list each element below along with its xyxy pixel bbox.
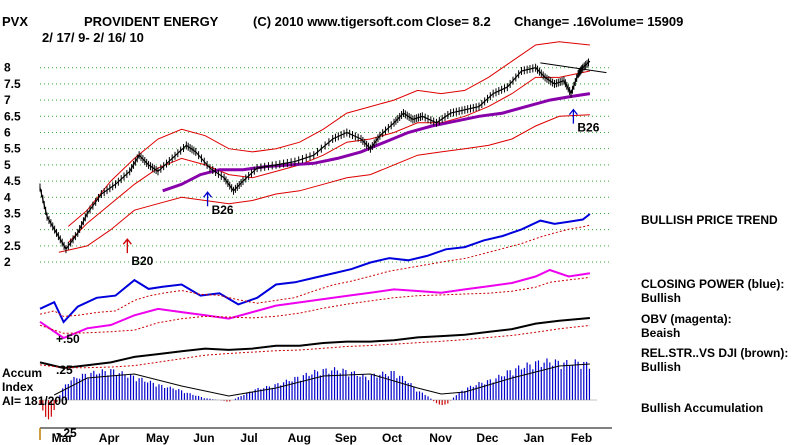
y-tick-label: 4.5 (4, 174, 21, 188)
date-range: 2/ 17/ 9- 2/ 16/ 10 (42, 30, 144, 45)
lower-band-line (58, 114, 590, 253)
y-tick-label: 6 (4, 125, 11, 139)
resistance-trendline (540, 62, 607, 74)
x-tick-label: Mar (52, 431, 74, 445)
signal-layer: B20 B26 B26 (122, 108, 600, 268)
y-tick-label: 4 (4, 190, 11, 204)
y-tick-label: 3 (4, 223, 11, 237)
y-tick-label: 8 (4, 61, 11, 75)
y-tick-label: 5 (4, 158, 11, 172)
x-tick-label: Jul (240, 431, 257, 445)
y-tick-label: 7 (4, 93, 11, 107)
accum-label: Accum (2, 366, 42, 380)
indicator-layer (39, 213, 591, 370)
signal-label: B26 (577, 121, 599, 135)
x-tick-label: Jun (193, 431, 214, 445)
upper-band-line (67, 41, 590, 227)
accum-ma-line (53, 363, 590, 397)
date-axis: Mar Apr May Jun Jul Aug Sep Oct Nov Dec Jan Feb (39, 427, 612, 445)
x-tick-label: Aug (288, 431, 311, 445)
price-gridlines (40, 67, 612, 263)
change-value: Change= .16 (514, 14, 591, 29)
y-tick-label: 7.5 (4, 77, 21, 91)
x-tick-label: Jan (524, 431, 545, 445)
signal-label: B26 (212, 203, 234, 217)
closing-power-line-ma (39, 224, 591, 317)
index-label: Index (2, 380, 34, 394)
x-tick-label: Feb (571, 431, 592, 445)
x-tick-label: Sep (335, 431, 357, 445)
x-tick-label: Nov (429, 431, 452, 445)
obv-status: Beaish (641, 326, 680, 340)
accumulation-status: Bullish Accumulation (641, 401, 763, 415)
y-tick-label: 2.5 (4, 239, 21, 253)
accum-min-marker: -.25 (56, 426, 77, 440)
price-axis: 8 7.5 7 6.5 6 5.5 5 4.5 4 3.5 3 2.5 2 (4, 61, 21, 269)
x-tick-label: Oct (382, 431, 402, 445)
x-tick-label: May (146, 431, 170, 445)
obv-line (39, 268, 591, 340)
closing-power-line (39, 213, 591, 324)
y-tick-label: 5.5 (4, 142, 21, 156)
rs-marker: .25 (56, 363, 73, 377)
y-tick-label: 2 (4, 255, 11, 269)
obv-marker: +.50 (56, 332, 80, 346)
obv-line-ma (39, 276, 590, 334)
closing-power-label: CLOSING POWER (blue): (641, 277, 784, 291)
accumulation-layer (39, 358, 597, 420)
ma21-line (67, 70, 591, 243)
price-series-layer (39, 41, 607, 254)
signal-arrow (203, 191, 213, 207)
x-tick-label: Dec (476, 431, 498, 445)
signal-label: B20 (131, 254, 153, 268)
rel-strength-line-ma (39, 324, 590, 369)
copyright: (C) 2010 www.tigersoft.com (253, 14, 423, 29)
volume-value: Volume= 15909 (590, 14, 683, 29)
rel-strength-status: Bullish (641, 360, 681, 374)
x-tick-label: Apr (99, 431, 120, 445)
ai-reading: AI= 181/200 (2, 394, 68, 408)
chart-title: PROVIDENT ENERGY (84, 14, 219, 29)
rel-strength-line (39, 317, 590, 370)
ticker: PVX (2, 14, 28, 29)
close-value: Close= 8.2 (426, 14, 491, 29)
trend-label: BULLISH PRICE TREND (641, 213, 778, 227)
signal-arrow (122, 238, 132, 254)
y-tick-label: 6.5 (4, 109, 21, 123)
y-tick-label: 3.5 (4, 206, 21, 220)
obv-label: OBV (magenta): (641, 312, 732, 326)
rel-strength-label: REL.STR..VS DJI (brown): (641, 346, 788, 360)
closing-power-status: Bullish (641, 291, 681, 305)
signal-arrow (568, 108, 578, 124)
